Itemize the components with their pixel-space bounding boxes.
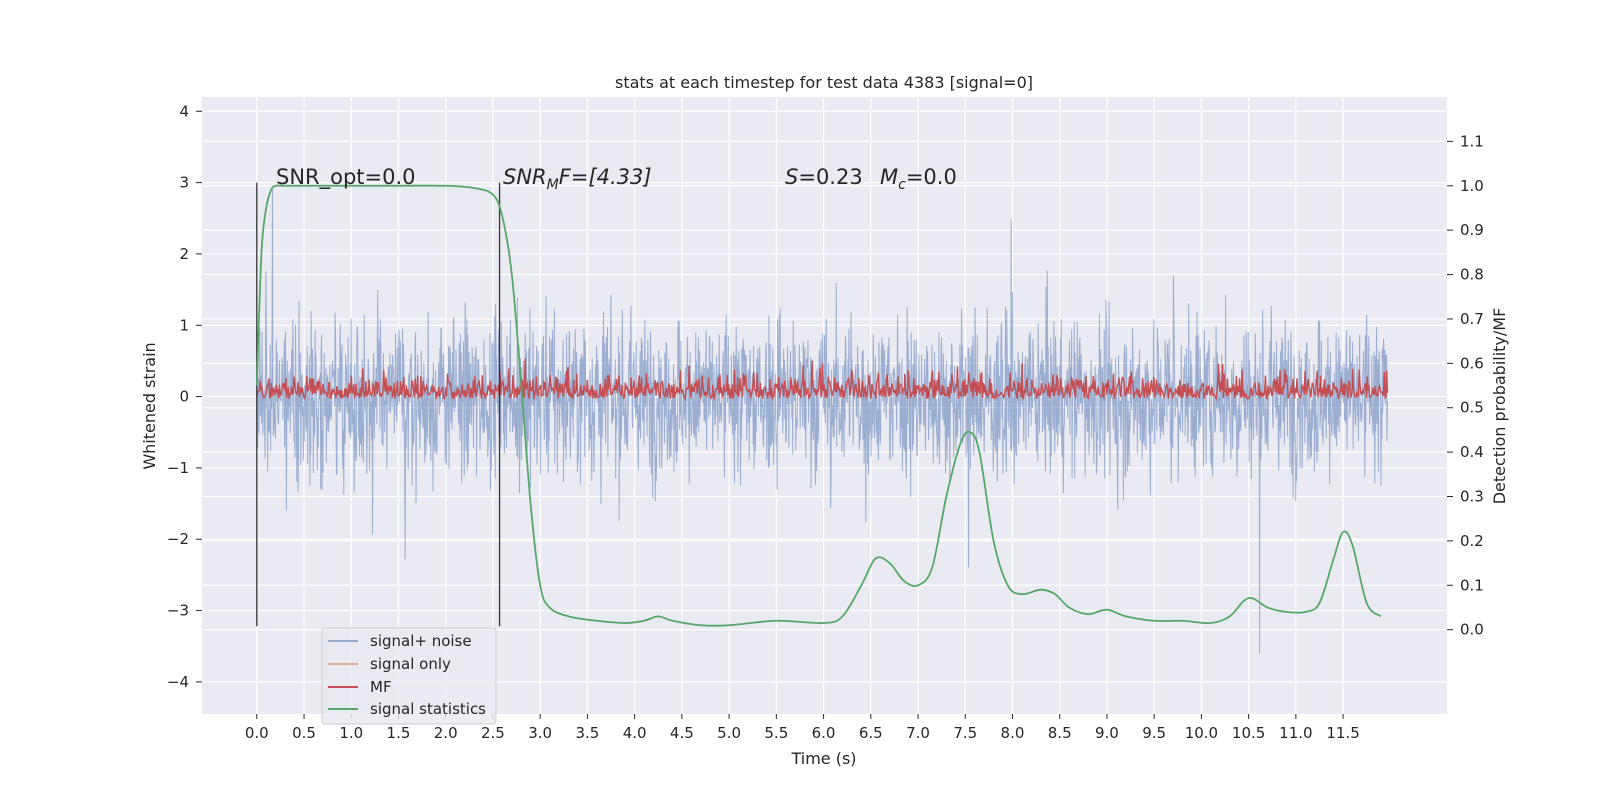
- x-tick-label: 2.5: [481, 724, 505, 742]
- right-y-tick-label: 1.1: [1460, 132, 1484, 150]
- annotation-s-value: =0.23: [798, 165, 862, 189]
- right-y-tick-label: 0.2: [1460, 532, 1484, 550]
- x-tick-label: 3.5: [575, 724, 599, 742]
- annotation-mc-symbol: M: [880, 165, 898, 189]
- x-tick-label: 6.5: [859, 724, 883, 742]
- x-tick-label: 7.0: [906, 724, 930, 742]
- x-tick-label: 0.5: [292, 724, 316, 742]
- annotation-snr-mf-value: F=[4.33]: [559, 165, 652, 189]
- annotation-snr-mf-symbol: SNR: [503, 165, 547, 189]
- left-y-tick-label: −1: [167, 459, 189, 477]
- x-tick-label: 8.0: [1001, 724, 1025, 742]
- left-y-tick-label: 3: [179, 174, 189, 192]
- x-tick-label: 2.0: [434, 724, 458, 742]
- left-y-tick-label: 0: [179, 388, 189, 406]
- annotation-s-symbol: S: [785, 165, 798, 189]
- legend-label-signal-statistics: signal statistics: [370, 700, 486, 718]
- annotation-mc: Mc=0.0: [880, 165, 957, 193]
- right-y-axis-label: Detection probability/MF: [1490, 308, 1509, 505]
- annotation-s-stat: S=0.23: [785, 165, 863, 189]
- right-y-tick-label: 0.4: [1460, 443, 1484, 461]
- x-tick-label: 9.5: [1142, 724, 1166, 742]
- x-tick-label: 5.0: [717, 724, 741, 742]
- x-tick-label: 8.5: [1048, 724, 1072, 742]
- right-y-axis-ticks: 1.1 1.0 0.9 0.8 0.7 0.6 0.5 0.4 0.3 0.2 0.1 0.0: [1447, 132, 1484, 639]
- x-tick-label: 10.0: [1185, 724, 1218, 742]
- right-y-tick-label: 1.0: [1460, 177, 1484, 195]
- legend-label-signal-noise: signal+ noise: [370, 632, 472, 650]
- x-tick-label: 1.0: [339, 724, 363, 742]
- left-y-tick-label: −2: [167, 530, 189, 548]
- left-y-tick-label: 1: [179, 316, 189, 334]
- x-tick-label: 11.0: [1279, 724, 1312, 742]
- annotation-snr-mf: SNRMF=[4.33]: [503, 165, 652, 193]
- x-tick-label: 10.5: [1232, 724, 1265, 742]
- annotation-mc-value: =0.0: [906, 165, 957, 189]
- legend-label-mf: MF: [370, 678, 392, 696]
- signal-statistics-series: [255, 184, 1382, 627]
- right-y-tick-label: 0.6: [1460, 354, 1484, 372]
- right-y-tick-label: 0.1: [1460, 576, 1484, 594]
- legend-box: [321, 627, 497, 725]
- left-y-axis-ticks: 4 3 2 1 0 −1 −2 −3 −4: [167, 102, 202, 691]
- x-tick-label: 0.0: [245, 724, 269, 742]
- right-y-tick-label: 0.8: [1460, 266, 1484, 284]
- right-y-tick-label: 0.0: [1460, 621, 1484, 639]
- legend-label-signal-only: signal only: [370, 655, 451, 673]
- x-tick-label: 11.5: [1326, 724, 1359, 742]
- annotation-snr-opt: SNR_opt=0.0: [276, 165, 416, 190]
- annotation-snr-mf-subscript: M: [547, 177, 559, 193]
- x-tick-label: 4.0: [623, 724, 647, 742]
- x-tick-label: 7.5: [953, 724, 977, 742]
- x-axis-ticks: 0.0 0.5 1.0 1.5 2.0 2.5 3.0 3.5 4.0 4.5 5.0 5.5 6.0 6…: [245, 714, 1360, 742]
- x-tick-label: 3.0: [528, 724, 552, 742]
- left-y-tick-label: −4: [167, 673, 189, 691]
- right-y-tick-label: 0.9: [1460, 221, 1484, 239]
- x-tick-label: 4.5: [670, 724, 694, 742]
- chart-title: stats at each timestep for test data 438…: [615, 73, 1033, 92]
- x-tick-label: 9.0: [1095, 724, 1119, 742]
- right-y-tick-label: 0.5: [1460, 399, 1484, 417]
- left-y-tick-label: 2: [179, 245, 189, 263]
- x-tick-label: 5.5: [764, 724, 788, 742]
- x-tick-label: 1.5: [387, 724, 411, 742]
- legend: signal+ noise signal only MF signal stat…: [321, 627, 497, 725]
- annotation-mc-subscript: c: [898, 177, 906, 193]
- mf-line: [256, 358, 1389, 402]
- x-tick-label: 6.0: [812, 724, 836, 742]
- right-y-tick-label: 0.7: [1460, 310, 1484, 328]
- x-axis-label: Time (s): [790, 749, 856, 768]
- left-y-axis-label: Whitened strain: [140, 342, 159, 469]
- mf-series: [256, 358, 1389, 402]
- right-y-tick-label: 0.3: [1460, 487, 1484, 505]
- left-y-tick-label: 4: [179, 102, 189, 120]
- vertical-markers: [256, 182, 501, 627]
- left-y-tick-label: −3: [167, 602, 189, 620]
- signal-statistics-line: [255, 184, 1382, 627]
